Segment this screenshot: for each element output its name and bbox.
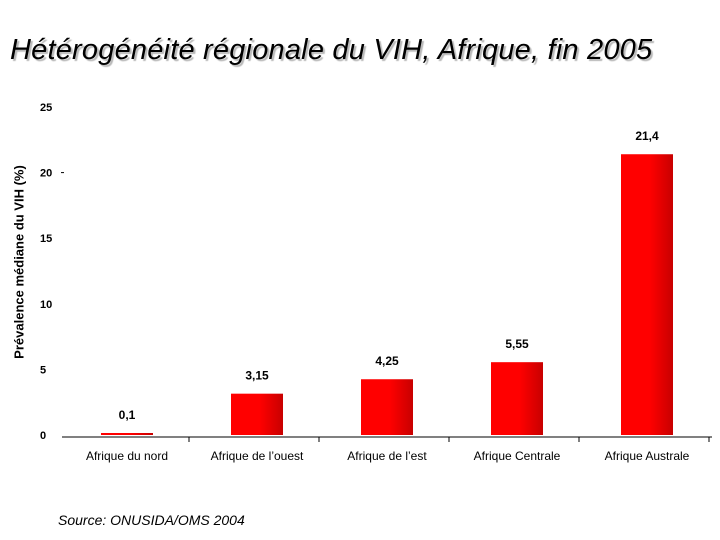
label-layer: 0 5 10 15 20 25 Afrique du nord 0,1 Afrique de l…	[40, 102, 690, 463]
y-tick-label: 5	[40, 364, 46, 376]
axis-layer	[61, 172, 712, 442]
y-tick-label: 25	[40, 102, 52, 114]
bar-layer	[101, 154, 673, 435]
bar-4	[491, 362, 543, 435]
bar-1	[101, 433, 153, 435]
x-tick-label: Afrique de l’ouest	[211, 449, 304, 463]
data-label: 5,55	[505, 337, 529, 351]
y-tick-label: 20	[40, 168, 52, 180]
bar-3	[361, 379, 413, 435]
x-tick-label: Afrique Australe	[605, 449, 690, 463]
x-tick-label: Afrique de l’est	[347, 449, 427, 463]
y-tick-label: 0	[40, 430, 46, 442]
y-tick-label: 15	[40, 233, 52, 245]
source-note: Source: ONUSIDA/OMS 2004	[58, 512, 245, 528]
y-tick-label: 10	[40, 299, 52, 311]
slide-title: Hétérogénéité régionale du VIH, Afrique,…	[10, 34, 653, 66]
x-tick-label: Afrique Centrale	[474, 449, 561, 463]
data-label: 0,1	[119, 408, 136, 422]
bar-2	[231, 393, 283, 435]
data-label: 21,4	[635, 129, 659, 143]
data-label: 3,15	[245, 369, 269, 383]
bar-5	[621, 154, 673, 435]
x-tick-label: Afrique du nord	[86, 449, 168, 463]
data-label: 4,25	[375, 354, 399, 368]
